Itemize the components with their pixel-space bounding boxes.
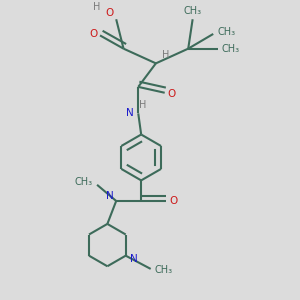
Text: CH₃: CH₃ bbox=[222, 44, 240, 54]
Text: O: O bbox=[89, 29, 98, 39]
Text: O: O bbox=[106, 8, 114, 18]
Text: N: N bbox=[125, 108, 133, 118]
Text: N: N bbox=[130, 254, 138, 264]
Text: N: N bbox=[106, 191, 114, 201]
Text: CH₃: CH₃ bbox=[75, 177, 93, 187]
Text: O: O bbox=[167, 89, 175, 99]
Text: H: H bbox=[93, 2, 101, 12]
Text: O: O bbox=[169, 196, 178, 206]
Text: H: H bbox=[163, 50, 170, 60]
Text: CH₃: CH₃ bbox=[218, 28, 236, 38]
Text: H: H bbox=[139, 100, 146, 110]
Text: CH₃: CH₃ bbox=[155, 266, 173, 275]
Text: CH₃: CH₃ bbox=[184, 6, 202, 16]
